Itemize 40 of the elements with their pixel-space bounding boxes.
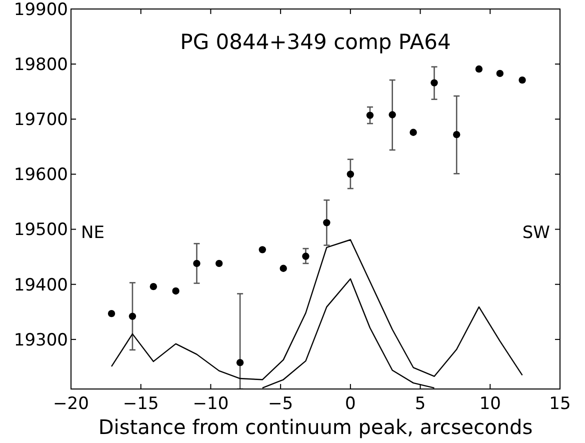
x-tick-label: 0 bbox=[345, 394, 356, 414]
point bbox=[323, 219, 330, 226]
point bbox=[475, 65, 483, 73]
x-tick-label: 15 bbox=[549, 394, 571, 414]
text: PG 0844+349 comp PA64 bbox=[180, 30, 451, 54]
point bbox=[388, 111, 396, 118]
point bbox=[172, 287, 180, 295]
y-tick-label: 19300 bbox=[14, 330, 68, 350]
x-tick-label: −15 bbox=[122, 394, 159, 414]
x-tick-label: 10 bbox=[479, 394, 501, 414]
point bbox=[193, 260, 200, 268]
y-tick-label: 19700 bbox=[14, 110, 68, 130]
y-tick-label: 19500 bbox=[14, 220, 68, 240]
annotation: SW bbox=[522, 223, 550, 243]
point bbox=[346, 170, 354, 178]
x-tick-label: −20 bbox=[53, 394, 89, 414]
y-tick-label: 19900 bbox=[14, 0, 68, 20]
point bbox=[128, 312, 136, 320]
annotation: NE bbox=[81, 223, 104, 243]
point bbox=[410, 128, 417, 136]
point bbox=[518, 76, 526, 84]
x-axis-title: Distance from continuum peak, arcseconds bbox=[98, 415, 533, 439]
point bbox=[366, 112, 374, 119]
y-tick-label: 19600 bbox=[14, 165, 68, 186]
line-series bbox=[110, 239, 523, 380]
point bbox=[496, 70, 504, 78]
y-tick-label: 19400 bbox=[14, 275, 68, 296]
point bbox=[108, 310, 116, 318]
point bbox=[302, 252, 310, 260]
x-tick-label: −5 bbox=[268, 394, 294, 414]
x-tick-label: 5 bbox=[414, 394, 426, 414]
point bbox=[150, 282, 158, 290]
point bbox=[453, 130, 460, 138]
point bbox=[258, 246, 266, 254]
point bbox=[430, 79, 438, 86]
point bbox=[280, 264, 287, 272]
point bbox=[236, 358, 244, 366]
point bbox=[215, 260, 223, 268]
x-tick-label: −10 bbox=[192, 394, 229, 414]
y-tick-label: 19800 bbox=[14, 55, 68, 76]
